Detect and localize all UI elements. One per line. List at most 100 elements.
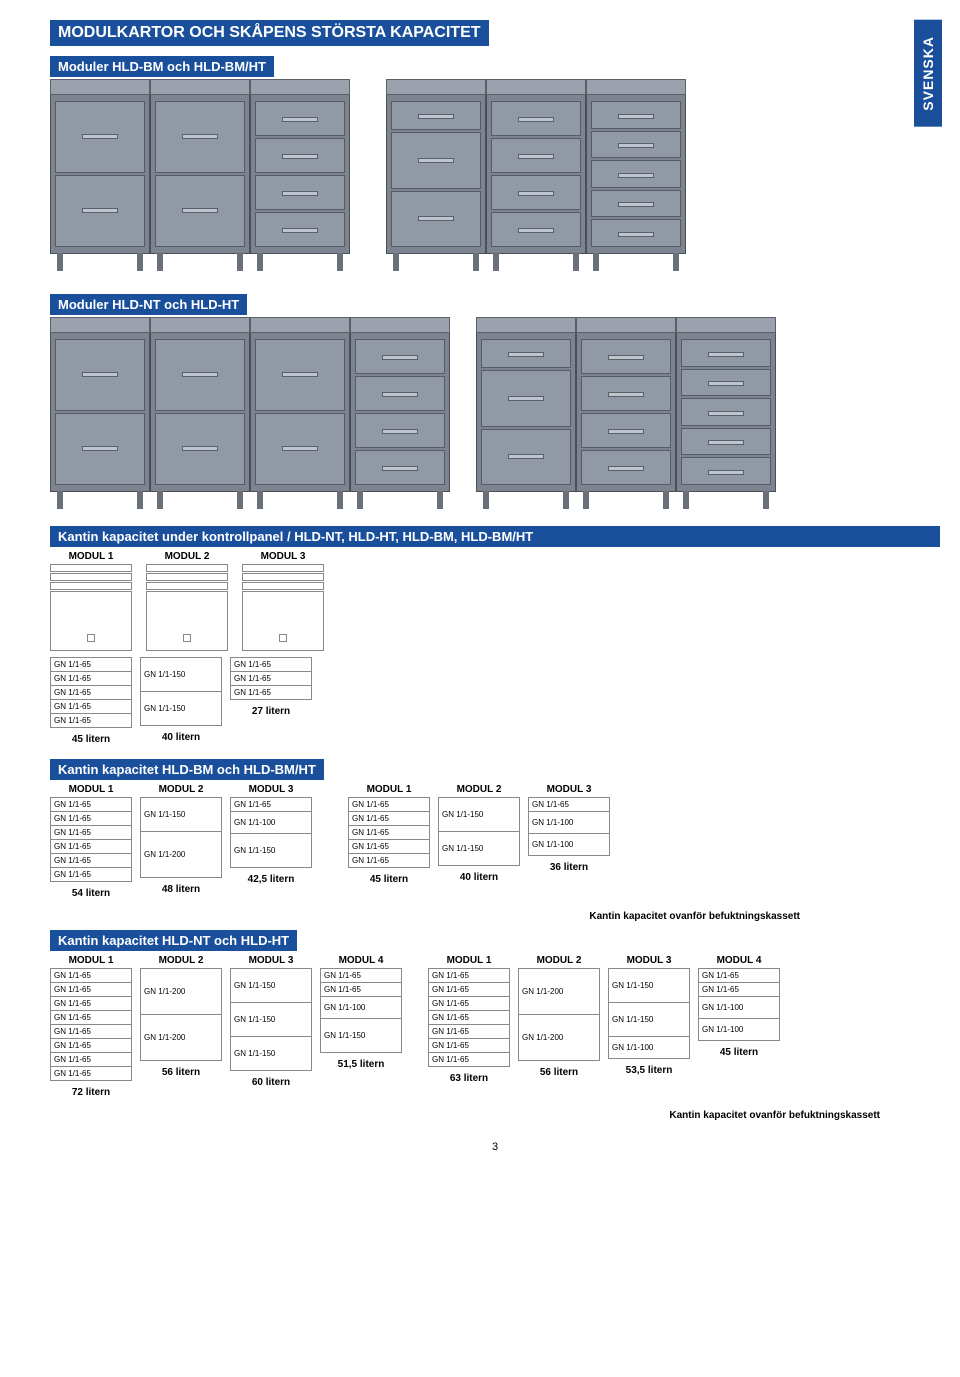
gn-box: GN 1/1-150: [321, 1019, 401, 1052]
gn-box: GN 1/1-200: [141, 969, 221, 1015]
gn-box: GN 1/1-65: [51, 798, 131, 812]
drawer: [255, 339, 345, 411]
cabinet: [386, 94, 486, 254]
drawer: [581, 413, 671, 448]
capacity-label: 45 litern: [720, 1047, 758, 1058]
cabinet: [250, 94, 350, 254]
gn-stack: GN 1/1-150GN 1/1-150: [438, 797, 520, 866]
modul-label: MODUL 3: [261, 551, 306, 562]
cabinet: [250, 332, 350, 492]
modul-label: MODUL 1: [447, 955, 492, 966]
capacity-label: 53,5 litern: [626, 1065, 673, 1076]
gn-box: GN 1/1-150: [231, 1003, 311, 1037]
drawer: [255, 138, 345, 173]
gn-box: GN 1/1-150: [231, 969, 311, 1003]
gn-box: GN 1/1-150: [231, 1037, 311, 1070]
gn-box: GN 1/1-65: [51, 969, 131, 983]
gn-box: GN 1/1-100: [699, 1019, 779, 1040]
drawer: [481, 370, 571, 426]
section5-note: Kantin kapacitet ovanför befuktningskass…: [50, 1110, 880, 1121]
gn-stack: GN 1/1-150GN 1/1-150GN 1/1-100: [608, 968, 690, 1059]
gn-box: GN 1/1-65: [429, 1053, 509, 1066]
gn-box: GN 1/1-65: [429, 1011, 509, 1025]
gn-box: GN 1/1-65: [321, 983, 401, 997]
modul-label: MODUL 2: [165, 551, 210, 562]
gn-box: GN 1/1-65: [231, 798, 311, 812]
drawer: [481, 429, 571, 485]
drawer: [581, 450, 671, 485]
capacity-label: 56 litern: [540, 1067, 578, 1078]
drawer: [581, 339, 671, 374]
gn-box: GN 1/1-100: [231, 812, 311, 834]
gn-box: GN 1/1-150: [609, 969, 689, 1003]
capacity-label: 36 litern: [550, 862, 588, 873]
gn-box: GN 1/1-65: [51, 868, 131, 881]
drawer: [391, 101, 481, 130]
modul-label: MODUL 4: [339, 955, 384, 966]
capacity-label: 27 litern: [252, 706, 290, 717]
gn-box: GN 1/1-65: [349, 798, 429, 812]
gn-box: GN 1/1-65: [231, 672, 311, 686]
gn-box: GN 1/1-150: [141, 658, 221, 692]
cabinet: [586, 94, 686, 254]
drawer: [355, 413, 445, 448]
cabinet: [576, 332, 676, 492]
gn-box: GN 1/1-100: [699, 997, 779, 1019]
gn-box: GN 1/1-200: [519, 969, 599, 1015]
modul-label: MODUL 1: [69, 784, 114, 795]
gn-stack: GN 1/1-65GN 1/1-65GN 1/1-65: [230, 657, 312, 700]
drawer: [681, 457, 771, 485]
capacity-label: 60 litern: [252, 1077, 290, 1088]
gn-box: GN 1/1-65: [51, 672, 131, 686]
cabinet: [350, 332, 450, 492]
capacity-label: 40 litern: [460, 872, 498, 883]
cabinet: [150, 332, 250, 492]
gn-stack: GN 1/1-65GN 1/1-65GN 1/1-65GN 1/1-65GN 1…: [50, 968, 132, 1081]
gn-stack: GN 1/1-65GN 1/1-65GN 1/1-65GN 1/1-65GN 1…: [348, 797, 430, 868]
gn-stack: GN 1/1-200GN 1/1-200: [140, 968, 222, 1061]
gn-box: GN 1/1-65: [429, 1025, 509, 1039]
capacity-label: 56 litern: [162, 1067, 200, 1078]
gn-box: GN 1/1-100: [609, 1037, 689, 1058]
section5-title: Kantin kapacitet HLD-NT och HLD-HT: [50, 930, 297, 951]
section4-title: Kantin kapacitet HLD-BM och HLD-BM/HT: [50, 759, 324, 780]
gn-box: GN 1/1-65: [51, 700, 131, 714]
drawer: [681, 339, 771, 367]
capacity-label: 54 litern: [72, 888, 110, 899]
gn-box: GN 1/1-150: [141, 692, 221, 725]
gn-box: GN 1/1-150: [141, 798, 221, 832]
gn-box: GN 1/1-65: [51, 1025, 131, 1039]
gn-box: GN 1/1-65: [429, 997, 509, 1011]
drawer: [155, 339, 245, 411]
drawer: [481, 339, 571, 368]
modul-label: MODUL 4: [717, 955, 762, 966]
gn-box: GN 1/1-65: [51, 826, 131, 840]
gn-box: GN 1/1-200: [141, 832, 221, 877]
gn-stack: GN 1/1-150GN 1/1-150GN 1/1-150: [230, 968, 312, 1071]
cabinet-group-s2-right: MODUL 1MODUL 2MODUL 3: [476, 319, 776, 492]
drawer: [355, 450, 445, 485]
control-panel: [146, 564, 228, 651]
drawer: [55, 413, 145, 485]
gn-box: GN 1/1-65: [699, 969, 779, 983]
gn-box: GN 1/1-65: [51, 1011, 131, 1025]
control-panel: [50, 564, 132, 651]
capacity-label: 63 litern: [450, 1073, 488, 1084]
cabinet: [486, 94, 586, 254]
drawer: [155, 413, 245, 485]
drawer: [155, 175, 245, 247]
gn-box: GN 1/1-65: [51, 714, 131, 727]
drawer: [491, 101, 581, 136]
drawer: [491, 175, 581, 210]
modul-label: MODUL 1: [69, 955, 114, 966]
modul-label: MODUL 2: [537, 955, 582, 966]
capacity-label: 42,5 litern: [248, 874, 295, 885]
drawer: [491, 138, 581, 173]
drawer: [155, 101, 245, 173]
page-number: 3: [50, 1141, 940, 1153]
drawer: [591, 131, 681, 159]
gn-box: GN 1/1-100: [529, 812, 609, 834]
gn-box: GN 1/1-65: [51, 658, 131, 672]
capacity-label: 51,5 litern: [338, 1059, 385, 1070]
drawer: [255, 175, 345, 210]
